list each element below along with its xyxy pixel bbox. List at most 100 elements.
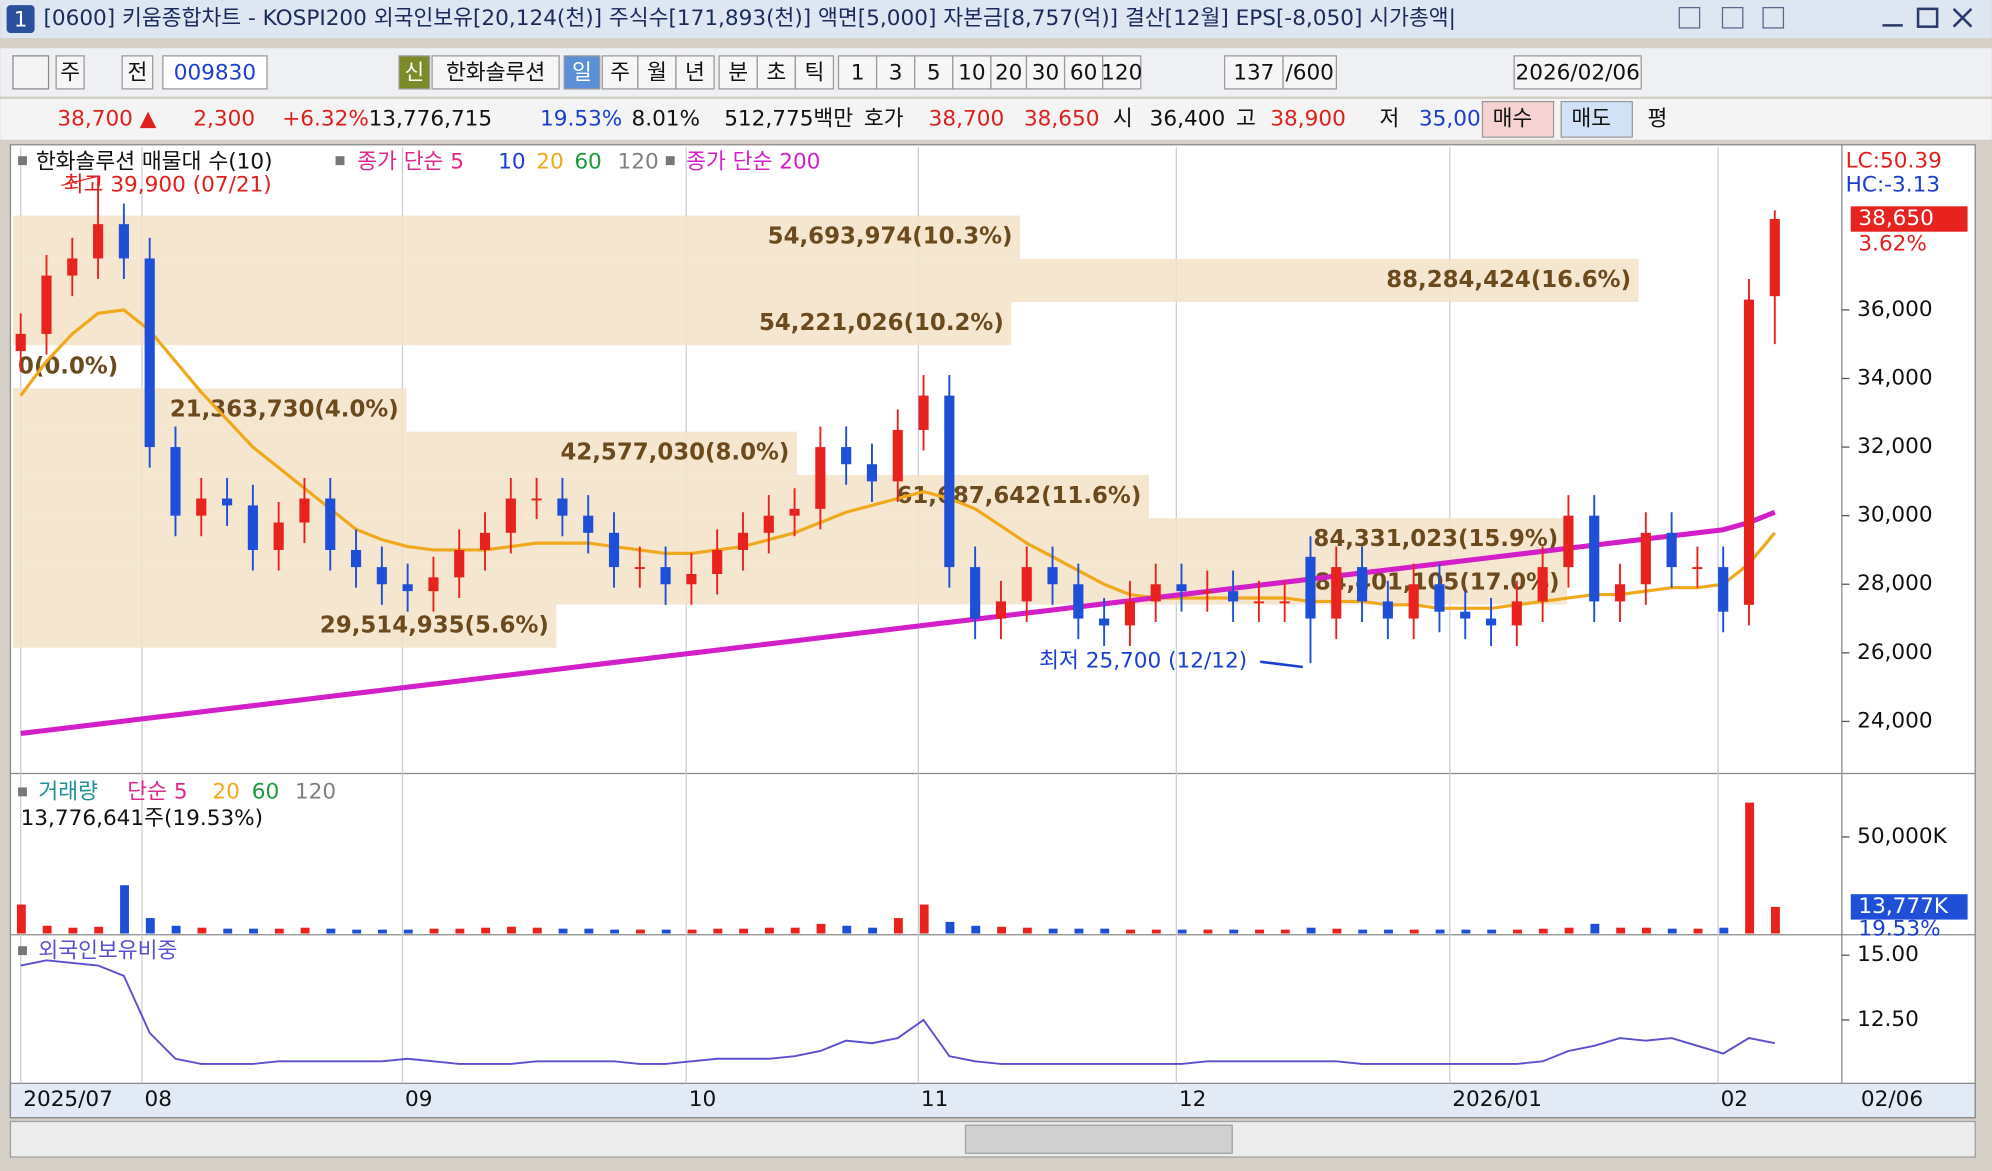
- candle-body: [1434, 584, 1445, 612]
- toolbar-label[interactable]: 전: [128, 61, 148, 86]
- volume-bar: [842, 925, 852, 934]
- toolbar-button[interactable]: [756, 55, 796, 90]
- quote-value: 38,700 ▲: [57, 106, 156, 131]
- candle-body: [686, 573, 697, 585]
- toolbar-button[interactable]: [675, 55, 715, 90]
- candle-body: [1614, 584, 1626, 602]
- toolbar-label[interactable]: 한화솔루션: [446, 61, 545, 86]
- toolbar-label[interactable]: 분: [728, 61, 748, 86]
- candle-body: [944, 395, 955, 568]
- candle-body: [325, 498, 336, 550]
- volume-profile-bar: [12, 431, 797, 475]
- toolbar-label[interactable]: 틱: [804, 61, 824, 86]
- toolbar-button[interactable]: [1063, 55, 1104, 90]
- icon[interactable]: [1762, 6, 1785, 29]
- x-tick-label: 02: [1721, 1087, 1748, 1112]
- volume-bar: [171, 925, 181, 934]
- quote-value: 8.01%: [631, 106, 700, 131]
- annotation-arrow: [1260, 660, 1304, 669]
- volume-bar: [610, 929, 620, 934]
- window-number: 1: [14, 7, 28, 32]
- candle-body: [1589, 515, 1600, 602]
- toolbar-button[interactable]: [1513, 55, 1642, 90]
- toolbar-button[interactable]: [637, 55, 677, 90]
- toolbar-label[interactable]: 009830: [174, 61, 256, 86]
- toolbar-button[interactable]: [431, 55, 560, 90]
- volume-bar: [1590, 923, 1600, 934]
- maximize-button[interactable]: [1916, 7, 1939, 28]
- last-volume: 13,777K: [1858, 894, 1949, 919]
- toolbar-label[interactable]: 3: [889, 61, 903, 86]
- toolbar-button[interactable]: [794, 55, 835, 90]
- y-tick-label: 26,000: [1857, 640, 1933, 665]
- toolbar-label[interactable]: 20: [995, 61, 1022, 86]
- volume-bar: [1255, 929, 1264, 934]
- toolbar-label[interactable]: 초: [766, 61, 786, 86]
- toolbar-button[interactable]: [121, 55, 154, 90]
- toolbar-button[interactable]: [563, 55, 601, 90]
- toolbar-label[interactable]: 5: [927, 61, 941, 86]
- volume-profile-label: 54,693,974(10.3%): [768, 224, 1013, 250]
- candle-body: [557, 498, 568, 516]
- toolbar-label[interactable]: 10: [958, 61, 985, 86]
- quote-value: 시: [1113, 106, 1133, 131]
- candle-body: [479, 532, 491, 550]
- toolbar-label[interactable]: 주: [610, 61, 630, 86]
- toolbar-button[interactable]: [1223, 55, 1284, 90]
- legend-square: [665, 156, 675, 166]
- toolbar-label[interactable]: 2026/02/06: [1516, 61, 1640, 86]
- candle-body: [712, 549, 723, 574]
- quote-value: 고: [1236, 106, 1256, 131]
- toolbar-label[interactable]: 120: [1101, 61, 1142, 86]
- toolbar-button[interactable]: [162, 55, 268, 90]
- toolbar-label[interactable]: 137: [1233, 61, 1274, 86]
- toolbar-label[interactable]: 30: [1032, 61, 1059, 86]
- volume-bar: [971, 925, 981, 934]
- quote-button[interactable]: [1481, 100, 1555, 138]
- toolbar-button[interactable]: [914, 55, 954, 90]
- toolbar-button[interactable]: [1102, 55, 1142, 90]
- legend-entry: 20: [536, 150, 563, 175]
- toolbar-label[interactable]: 60: [1070, 61, 1097, 86]
- toolbar-label[interactable]: 신: [404, 61, 424, 86]
- volume-bar: [739, 928, 749, 934]
- volume-bar: [584, 928, 594, 934]
- hc-label: HC:-3.13: [1846, 172, 1940, 197]
- candle-body: [41, 275, 52, 334]
- candle-body: [918, 395, 929, 430]
- icon[interactable]: [12, 55, 50, 90]
- last-price: 38,650: [1858, 206, 1934, 231]
- toolbar-label[interactable]: 년: [685, 61, 705, 86]
- toolbar-label[interactable]: 주: [60, 61, 80, 86]
- toolbar-label[interactable]: 일: [572, 61, 592, 86]
- toolbar-label[interactable]: 월: [647, 61, 667, 86]
- volume-bar: [1306, 927, 1316, 934]
- candle-body: [350, 549, 362, 568]
- volume-bar: [403, 929, 413, 934]
- icon[interactable]: [1678, 6, 1701, 29]
- quote-value: 19.53%: [540, 106, 622, 131]
- toolbar-button[interactable]: [55, 55, 85, 90]
- volume-profile-bar: [12, 604, 557, 648]
- candle-body: [273, 522, 284, 550]
- close-button[interactable]: [1952, 7, 1973, 28]
- toolbar-button[interactable]: [718, 55, 758, 90]
- toolbar-button[interactable]: [952, 55, 992, 90]
- candle-body: [376, 567, 387, 585]
- toolbar-button[interactable]: [837, 55, 878, 90]
- candle-body: [299, 498, 310, 523]
- volume-profile-label: 42,577,030(8.0%): [560, 440, 789, 466]
- volume-bar: [919, 904, 929, 934]
- toolbar-label[interactable]: 1: [851, 61, 865, 86]
- volume-profile-bar: [12, 302, 1012, 346]
- scroll-thumb[interactable]: [964, 1124, 1233, 1154]
- toolbar-button[interactable]: [1282, 55, 1338, 90]
- toolbar-label[interactable]: /600: [1285, 61, 1333, 86]
- quote-button[interactable]: [1560, 100, 1633, 138]
- toolbar-button[interactable]: [398, 55, 431, 90]
- x-axis-band: [9, 1082, 1976, 1119]
- y-tick-label: 12.50: [1857, 1007, 1919, 1032]
- icon[interactable]: [1721, 6, 1744, 29]
- volume-profile-label: 84,331,023(15.9%): [1313, 526, 1558, 552]
- volume-bar: [790, 927, 800, 934]
